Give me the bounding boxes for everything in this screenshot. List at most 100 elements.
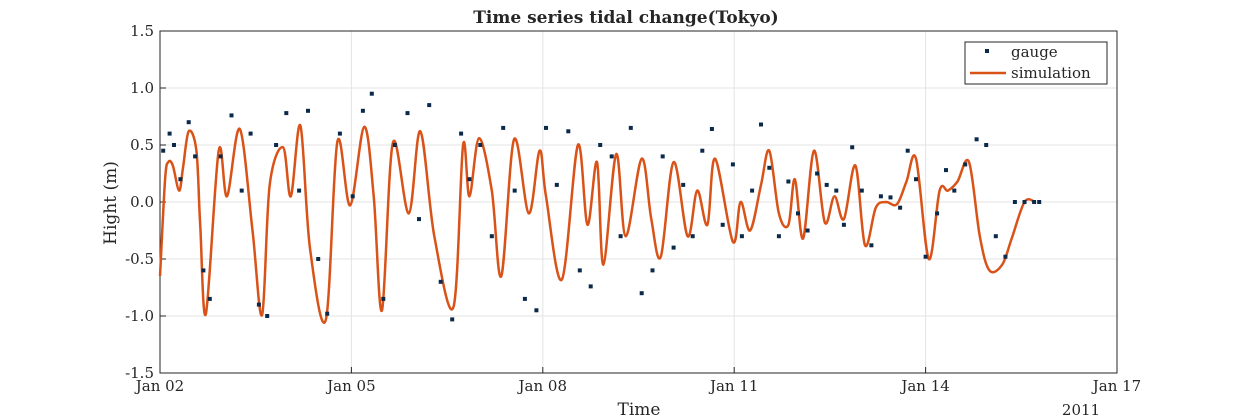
gauge-point	[639, 291, 644, 296]
gauge-point	[598, 143, 603, 147]
gauge-point	[489, 234, 494, 239]
gauge-point	[337, 131, 342, 136]
y-tick-label: 0.0	[130, 193, 154, 211]
gauge-point	[512, 188, 517, 193]
y-axis-label: Hight (m)	[101, 161, 121, 245]
gauge-point	[618, 234, 623, 239]
gauge-point	[554, 182, 559, 187]
gauge-point	[161, 148, 166, 153]
gauge-point	[467, 177, 472, 182]
x-tick-label: Jan 11	[708, 377, 758, 395]
gauge-point	[360, 108, 365, 113]
gauge-point	[700, 148, 705, 153]
gauge-point	[172, 143, 176, 147]
gauge-point	[935, 211, 940, 216]
x-axis: Jan 02 Jan 05 Jan 08 Jan 11 Jan 14 Jan 17	[134, 367, 1141, 395]
gauge-point	[963, 162, 968, 167]
gauge-point	[392, 143, 397, 147]
gauge-point	[405, 111, 410, 116]
gauge-point	[609, 154, 614, 159]
gauge-point	[993, 234, 998, 239]
y-tick-label: 1.0	[130, 79, 154, 97]
gauge-point	[923, 254, 928, 259]
x-axis-label: Time	[618, 400, 661, 420]
y-tick-label: -1.5	[125, 364, 154, 382]
gauge-point	[869, 243, 874, 248]
gauge-point	[369, 91, 374, 96]
gauge-point	[898, 205, 903, 210]
x-tick-label: Jan 02	[134, 377, 184, 395]
gauge-point	[952, 188, 957, 193]
gauge-point	[588, 284, 593, 289]
gauge-point	[786, 179, 791, 184]
x-tick-label: Jan 14	[899, 377, 949, 395]
gauge-point	[450, 317, 455, 322]
gauge-point	[566, 129, 571, 134]
gauge-point	[256, 302, 261, 307]
gauge-point	[1022, 200, 1027, 204]
gauge-point	[974, 137, 979, 142]
gauge-point	[767, 165, 772, 170]
gauge-point	[628, 125, 633, 130]
gauge-point	[1037, 200, 1042, 204]
legend-gauge-marker	[985, 49, 989, 53]
gauge-point	[577, 268, 582, 273]
gauge-point	[186, 120, 191, 125]
gauge-point	[841, 222, 846, 227]
gauge-point	[1012, 200, 1017, 204]
gauge-point	[681, 182, 686, 187]
gauge-point	[796, 211, 800, 216]
gauge-point	[248, 131, 253, 136]
gauge-point	[316, 257, 321, 261]
x-tick-label: Jan 05	[325, 377, 375, 395]
gauge-point	[944, 168, 948, 173]
gauge-point	[730, 162, 735, 167]
gauge-point	[381, 296, 386, 301]
gauge-point	[522, 296, 527, 301]
gauge-point	[671, 245, 676, 250]
gauge-point	[438, 279, 443, 284]
gauge-point	[193, 154, 198, 159]
gauge-point	[720, 222, 725, 227]
gauge-point	[350, 194, 355, 199]
gauge-point	[229, 113, 234, 118]
gauge-point	[306, 108, 310, 113]
gauge-point	[178, 177, 183, 182]
gauge-point	[815, 171, 820, 176]
gauge-point	[239, 188, 244, 193]
gauge-point	[776, 234, 781, 239]
gauge-point	[690, 234, 695, 239]
chart-title: Time series tidal change(Tokyo)	[473, 8, 778, 28]
gauge-point	[534, 308, 539, 313]
gauge-point	[759, 122, 763, 127]
series-layer	[158, 91, 1042, 324]
y-tick-label: 1.5	[130, 22, 154, 40]
gauge-point	[218, 154, 223, 159]
gauge-point	[750, 188, 755, 193]
gauge-point	[325, 311, 330, 316]
gauge-point	[167, 131, 172, 136]
gauge-point	[888, 195, 893, 200]
gauge-point	[427, 103, 432, 108]
gauge-point	[834, 188, 839, 193]
gauge-point	[709, 127, 714, 131]
gauge-point	[1032, 200, 1037, 204]
gauge-point	[650, 268, 655, 273]
gauge-point	[739, 234, 744, 239]
legend-simulation-label: simulation	[1011, 64, 1091, 82]
gauge-point	[544, 125, 548, 130]
gauge-point	[905, 148, 910, 153]
legend: gauge simulation	[964, 41, 1108, 85]
gauge-point	[501, 125, 506, 130]
gauge-point	[265, 314, 270, 318]
y-tick-label: -1.0	[125, 307, 154, 325]
y-tick-label: -0.5	[125, 250, 154, 268]
gauge-point	[878, 194, 883, 199]
gauge-point	[478, 143, 483, 147]
gauge-point	[207, 296, 212, 301]
gauge-point	[984, 143, 989, 147]
gauge-point	[297, 188, 302, 193]
gauge-point	[824, 182, 829, 187]
gauge-point	[459, 131, 464, 136]
